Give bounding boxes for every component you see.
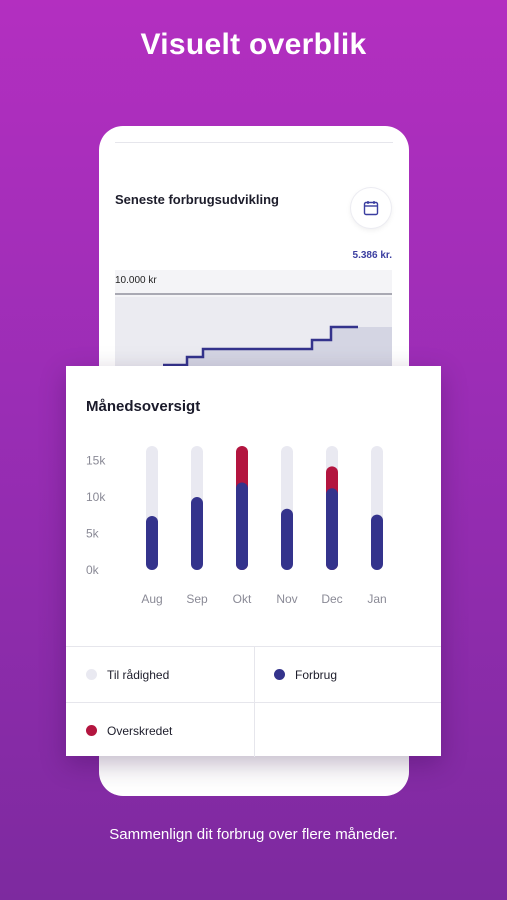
trend-title: Seneste forbrugsudvikling — [115, 192, 279, 207]
trend-chart: 10.000 kr — [115, 270, 392, 380]
bar-spending — [281, 508, 293, 570]
legend-label: Til rådighed — [107, 667, 170, 682]
x-tick-label: Nov — [276, 592, 297, 606]
monthly-bar-chart: 15k 10k 5k 0k Aug Sep Okt Nov Dec Jan — [86, 446, 387, 606]
legend-item-spending: Forbrug — [254, 647, 337, 702]
divider — [115, 142, 393, 143]
available-dot-icon — [86, 669, 97, 680]
calendar-button[interactable] — [351, 188, 391, 228]
calendar-icon — [363, 201, 379, 216]
bar-spending — [236, 482, 248, 570]
x-tick-label: Jan — [367, 592, 386, 606]
card-title: Månedsoversigt — [86, 398, 201, 415]
legend: Til rådighed Forbrug Overskredet — [66, 646, 441, 757]
legend-label: Forbrug — [295, 667, 338, 682]
y-tick-label: 15k — [86, 454, 106, 468]
trend-line-graph — [115, 297, 392, 380]
legend-item-exceeded: Overskredet — [66, 703, 172, 758]
legend-divider — [254, 647, 255, 757]
trend-axis-line — [115, 293, 392, 295]
legend-label: Overskredet — [107, 723, 173, 738]
footer-caption: Sammenlign dit forbrug over flere månede… — [109, 826, 398, 843]
trend-value: 5.386 kr. — [352, 250, 392, 261]
exceeded-dot-icon — [86, 725, 97, 736]
y-tick-label: 10k — [86, 490, 106, 504]
monthly-overview-card: Månedsoversigt 15k 10k 5k 0k Aug Sep Okt Nov Dec… — [66, 366, 441, 757]
legend-divider — [66, 702, 441, 703]
bar-spending — [371, 514, 383, 570]
bar-spending — [326, 488, 338, 570]
bar-spending — [146, 516, 158, 570]
y-tick-label: 5k — [86, 527, 100, 541]
legend-item-available: Til rådighed — [66, 647, 169, 702]
x-tick-label: Dec — [321, 592, 342, 606]
spending-dot-icon — [274, 669, 285, 680]
y-tick-label: 0k — [86, 563, 100, 577]
x-tick-label: Sep — [186, 592, 208, 606]
hero-title: Visuelt overblik — [140, 28, 367, 61]
bar-spending — [191, 497, 203, 570]
x-tick-label: Okt — [233, 592, 252, 606]
trend-axis-label: 10.000 kr — [115, 275, 157, 286]
x-tick-label: Aug — [141, 592, 162, 606]
